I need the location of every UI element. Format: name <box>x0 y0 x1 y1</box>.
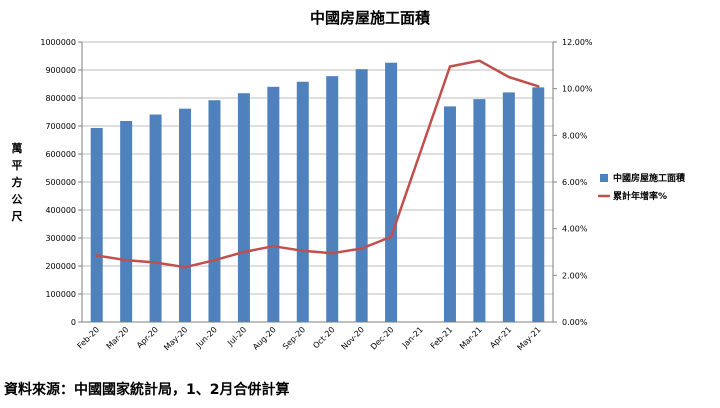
x-tick-label: Apr-20 <box>135 325 160 350</box>
growth-point <box>124 258 128 262</box>
left-tick-label: 900000 <box>45 66 76 75</box>
growth-point <box>537 85 540 88</box>
bar <box>267 86 280 322</box>
right-tick-label: 4.00% <box>562 225 588 234</box>
left-tick-label: 300000 <box>45 234 76 243</box>
growth-point <box>507 75 511 79</box>
growth-point <box>301 249 304 253</box>
source-note: 資料來源：中國國家統計局，1、2月合併計算 <box>4 382 290 398</box>
left-tick-label: 400000 <box>45 206 76 215</box>
right-tick-label: 10.00% <box>562 85 593 94</box>
left-tick-label: 600000 <box>45 150 76 159</box>
growth-point <box>360 247 363 250</box>
left-tick-label: 800000 <box>45 94 76 103</box>
growth-line <box>96 59 539 269</box>
right-tick-label: 2.00% <box>562 271 588 280</box>
growth-point <box>154 261 157 264</box>
growth-point <box>95 254 98 257</box>
bar <box>443 106 456 323</box>
left-tick-label: 0 <box>71 318 76 327</box>
bar <box>149 114 162 323</box>
right-tick-label: 12.00% <box>562 38 593 47</box>
bar <box>502 92 515 323</box>
y-axis-label-char: 萬 <box>12 141 23 155</box>
bar <box>179 108 192 322</box>
growth-point <box>183 265 187 269</box>
bar <box>296 81 309 322</box>
x-tick-label: Jan-21 <box>400 325 425 350</box>
legend-bar-label: 中國房屋施工面積 <box>613 172 686 184</box>
x-tick-label: Nov-20 <box>340 325 366 351</box>
bar <box>120 120 133 323</box>
y-axis-label-char: 尺 <box>12 210 23 223</box>
right-tick-label: 6.00% <box>562 178 588 187</box>
left-tick-label: 500000 <box>45 178 76 187</box>
x-tick-label: Mar-20 <box>105 325 131 351</box>
x-tick-label: Dec-20 <box>369 325 396 352</box>
growth-point <box>213 258 216 262</box>
growth-point <box>242 250 246 254</box>
x-tick-label: May-20 <box>162 325 189 352</box>
growth-point <box>389 235 393 239</box>
legend-line-label: 累計年增率% <box>613 190 667 202</box>
growth-point <box>331 251 334 255</box>
x-tick-label: Jun-20 <box>194 325 219 350</box>
x-tick-label: Mar-21 <box>458 325 484 351</box>
bar <box>385 62 398 322</box>
y-axis-label-char: 公 <box>12 193 23 206</box>
x-tick-label: Feb-21 <box>429 325 455 351</box>
x-tick-label: Apr-21 <box>488 325 513 350</box>
left-tick-label: 100000 <box>45 290 76 299</box>
left-tick-label: 200000 <box>45 262 76 271</box>
chart-title: 中國房屋施工面積 <box>310 9 431 27</box>
x-tick-label: Oct-20 <box>311 325 336 350</box>
growth-point <box>448 65 452 68</box>
legend-bar-swatch <box>600 174 608 182</box>
x-tick-label: May-21 <box>515 325 542 352</box>
bar <box>237 93 250 323</box>
left-tick-label: 700000 <box>45 122 76 131</box>
left-tick-label: 1000000 <box>40 38 76 47</box>
x-tick-label: Jul-20 <box>225 325 248 348</box>
right-tick-label: 0.00% <box>562 318 588 327</box>
x-tick-label: Feb-20 <box>76 325 102 351</box>
right-tick-label: 8.00% <box>562 131 588 140</box>
x-tick-label: Aug-20 <box>251 325 278 352</box>
y-axis-label-char: 平 <box>12 159 23 172</box>
x-tick-label: Sep-20 <box>281 325 307 351</box>
growth-point <box>272 244 275 248</box>
bar <box>532 87 545 322</box>
bar <box>208 100 221 323</box>
bar <box>90 127 103 323</box>
bar <box>473 99 486 323</box>
growth-point <box>478 59 481 62</box>
y-axis-label-char: 方 <box>12 175 23 189</box>
bar <box>326 76 339 322</box>
bar <box>355 69 368 322</box>
